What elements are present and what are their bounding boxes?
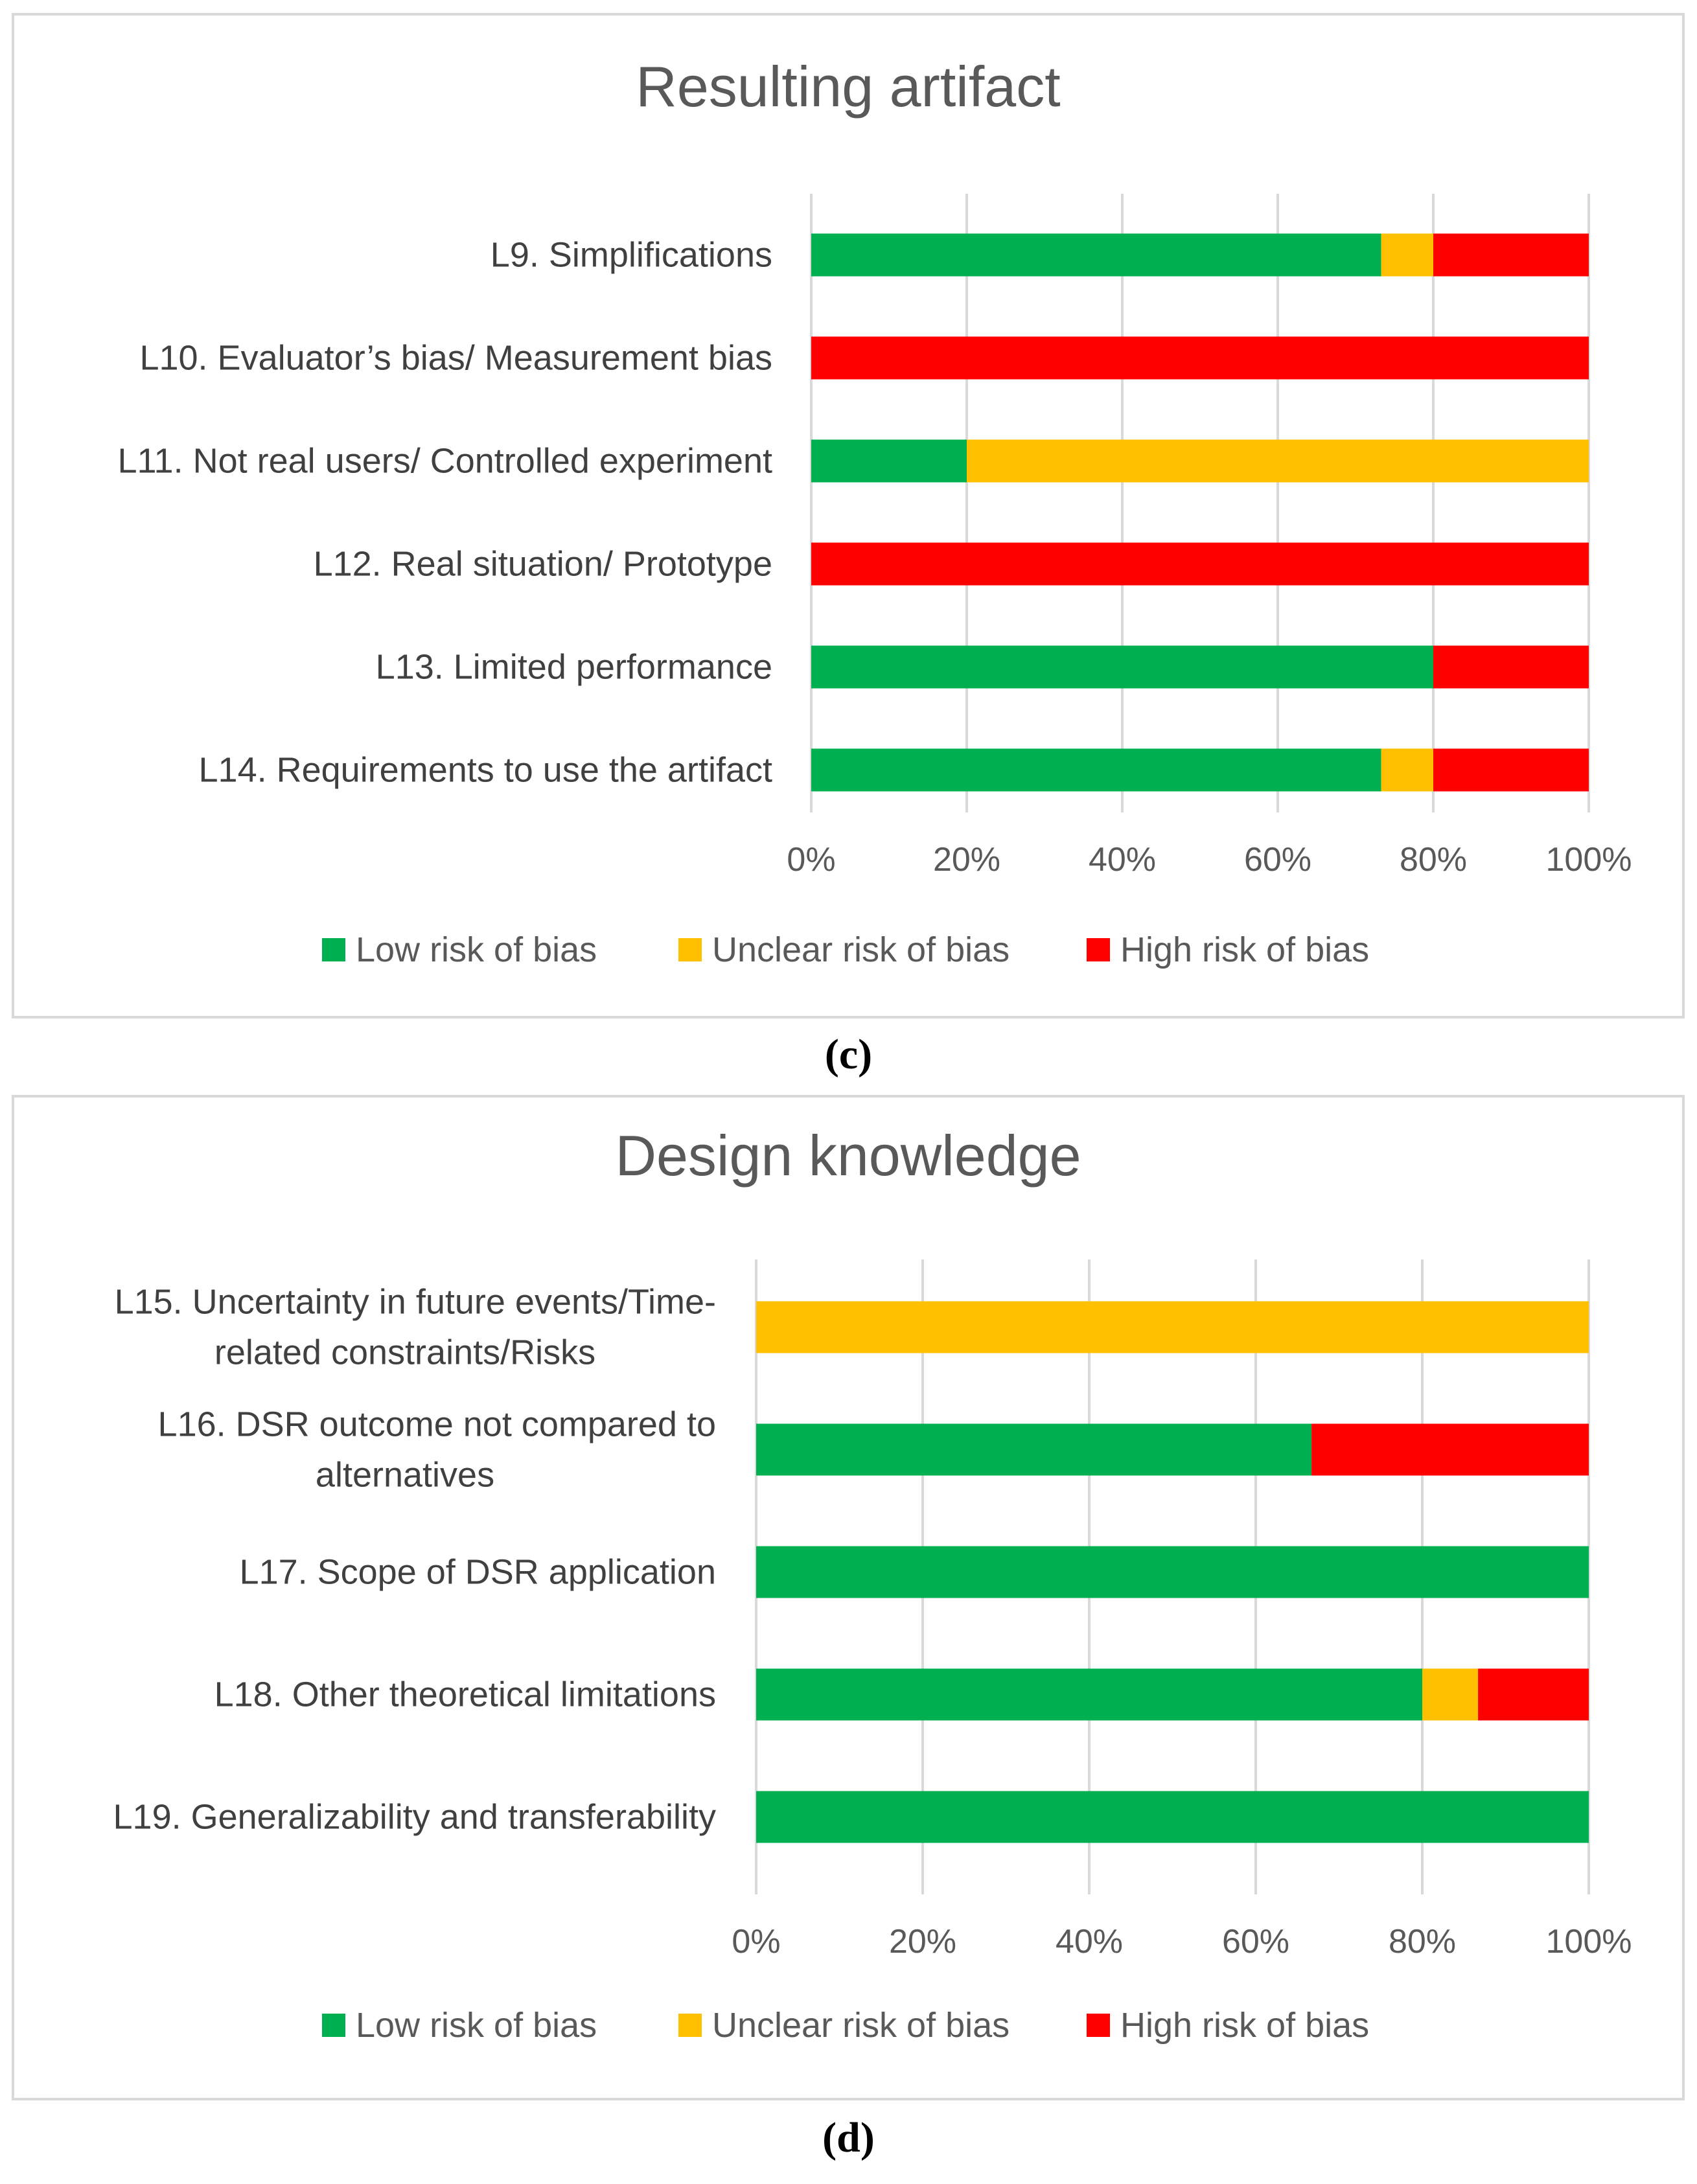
bar-segment-low-risk-of-bias <box>811 748 1381 792</box>
bar-segment-low-risk-of-bias <box>811 645 1433 689</box>
bar-segment-unclear-risk-of-bias <box>1381 748 1433 792</box>
category-label: L15. Uncertainty in future events/Time- <box>115 1283 716 1322</box>
category-label: L18. Other theoretical limitations <box>214 1675 716 1714</box>
x-tick-label: 20% <box>933 841 1000 879</box>
legend-swatch <box>678 938 702 961</box>
chart-title: Resulting artifact <box>636 54 1060 119</box>
legend-swatch <box>678 2014 702 2037</box>
caption-c: (c) <box>824 1031 873 1078</box>
x-tick-label: 60% <box>1244 841 1311 879</box>
x-tick-label: 0% <box>787 841 835 879</box>
category-label: L19. Generalizability and transferabilit… <box>113 1798 717 1837</box>
legend-swatch <box>322 938 345 961</box>
bar-segment-high-risk-of-bias <box>1433 233 1589 277</box>
category-label: L12. Real situation/ Prototype <box>314 545 772 584</box>
x-tick-label: 0% <box>732 1923 780 1960</box>
bar-segment-high-risk-of-bias <box>1478 1668 1589 1721</box>
bar-segment-high-risk-of-bias <box>1433 748 1589 792</box>
x-tick-label: 80% <box>1389 1923 1456 1960</box>
bar-segment-unclear-risk-of-bias <box>756 1301 1589 1353</box>
bar-segment-low-risk-of-bias <box>756 1546 1589 1598</box>
x-tick-label: 100% <box>1546 841 1632 879</box>
bar-segment-high-risk-of-bias <box>1433 645 1589 689</box>
bar-segment-low-risk-of-bias <box>811 439 967 483</box>
legend-label: High risk of bias <box>1120 930 1369 969</box>
legend-label: Unclear risk of bias <box>712 2006 1010 2045</box>
chart-panel-d: Design knowledge 0% 20% 40% 60% 80% 100% L15. U… <box>12 1095 1685 2100</box>
category-label: L13. Limited performance <box>376 648 772 687</box>
x-tick-label: 20% <box>889 1923 956 1960</box>
legend-swatch <box>1087 2014 1110 2037</box>
chart-title: Design knowledge <box>615 1123 1081 1188</box>
bar-segment-unclear-risk-of-bias <box>1381 233 1433 277</box>
category-label: alternatives <box>316 1456 494 1495</box>
bar-segment-high-risk-of-bias <box>811 542 1589 586</box>
bar-segment-high-risk-of-bias <box>811 336 1589 380</box>
category-label: L11. Not real users/ Controlled experime… <box>118 442 773 481</box>
category-label: L16. DSR outcome not compared to <box>158 1405 716 1444</box>
x-tick-label: 40% <box>1089 841 1156 879</box>
x-tick-label: 80% <box>1400 841 1467 879</box>
x-tick-label: 60% <box>1222 1923 1289 1960</box>
x-tick-label: 100% <box>1546 1923 1632 1960</box>
legend-swatch <box>1087 938 1110 961</box>
category-label: L14. Requirements to use the artifact <box>199 751 773 790</box>
category-label: related constraints/Risks <box>214 1333 595 1372</box>
caption-d: (d) <box>822 2114 875 2161</box>
bar-segment-low-risk-of-bias <box>756 1668 1422 1721</box>
legend-label: Low risk of bias <box>356 930 597 969</box>
bar-segment-high-risk-of-bias <box>1311 1423 1589 1476</box>
x-tick-label: 40% <box>1056 1923 1123 1960</box>
bar-segment-low-risk-of-bias <box>756 1791 1589 1843</box>
chart-resulting-artifact: Resulting artifact 0% 20% 40% 60% 80% 100% L9. … <box>118 54 1632 969</box>
legend-label: Low risk of bias <box>356 2006 597 2045</box>
legend-label: High risk of bias <box>1120 2006 1369 2045</box>
bar-segment-low-risk-of-bias <box>811 233 1381 277</box>
bar-segment-low-risk-of-bias <box>756 1423 1312 1476</box>
bar-segment-unclear-risk-of-bias <box>1422 1668 1479 1721</box>
legend-swatch <box>322 2014 345 2037</box>
chart-design-knowledge: Design knowledge 0% 20% 40% 60% 80% 100% L15. U… <box>113 1123 1632 2045</box>
bar-segment-unclear-risk-of-bias <box>967 439 1589 483</box>
category-label: L9. Simplifications <box>491 236 772 275</box>
category-label: L10. Evaluator’s bias/ Measurement bias <box>139 339 772 378</box>
category-label: L17. Scope of DSR application <box>240 1553 716 1592</box>
legend-label: Unclear risk of bias <box>712 930 1010 969</box>
chart-panel-c: Resulting artifact 0% 20% 40% 60% 80% 100% L9. … <box>12 13 1685 1018</box>
